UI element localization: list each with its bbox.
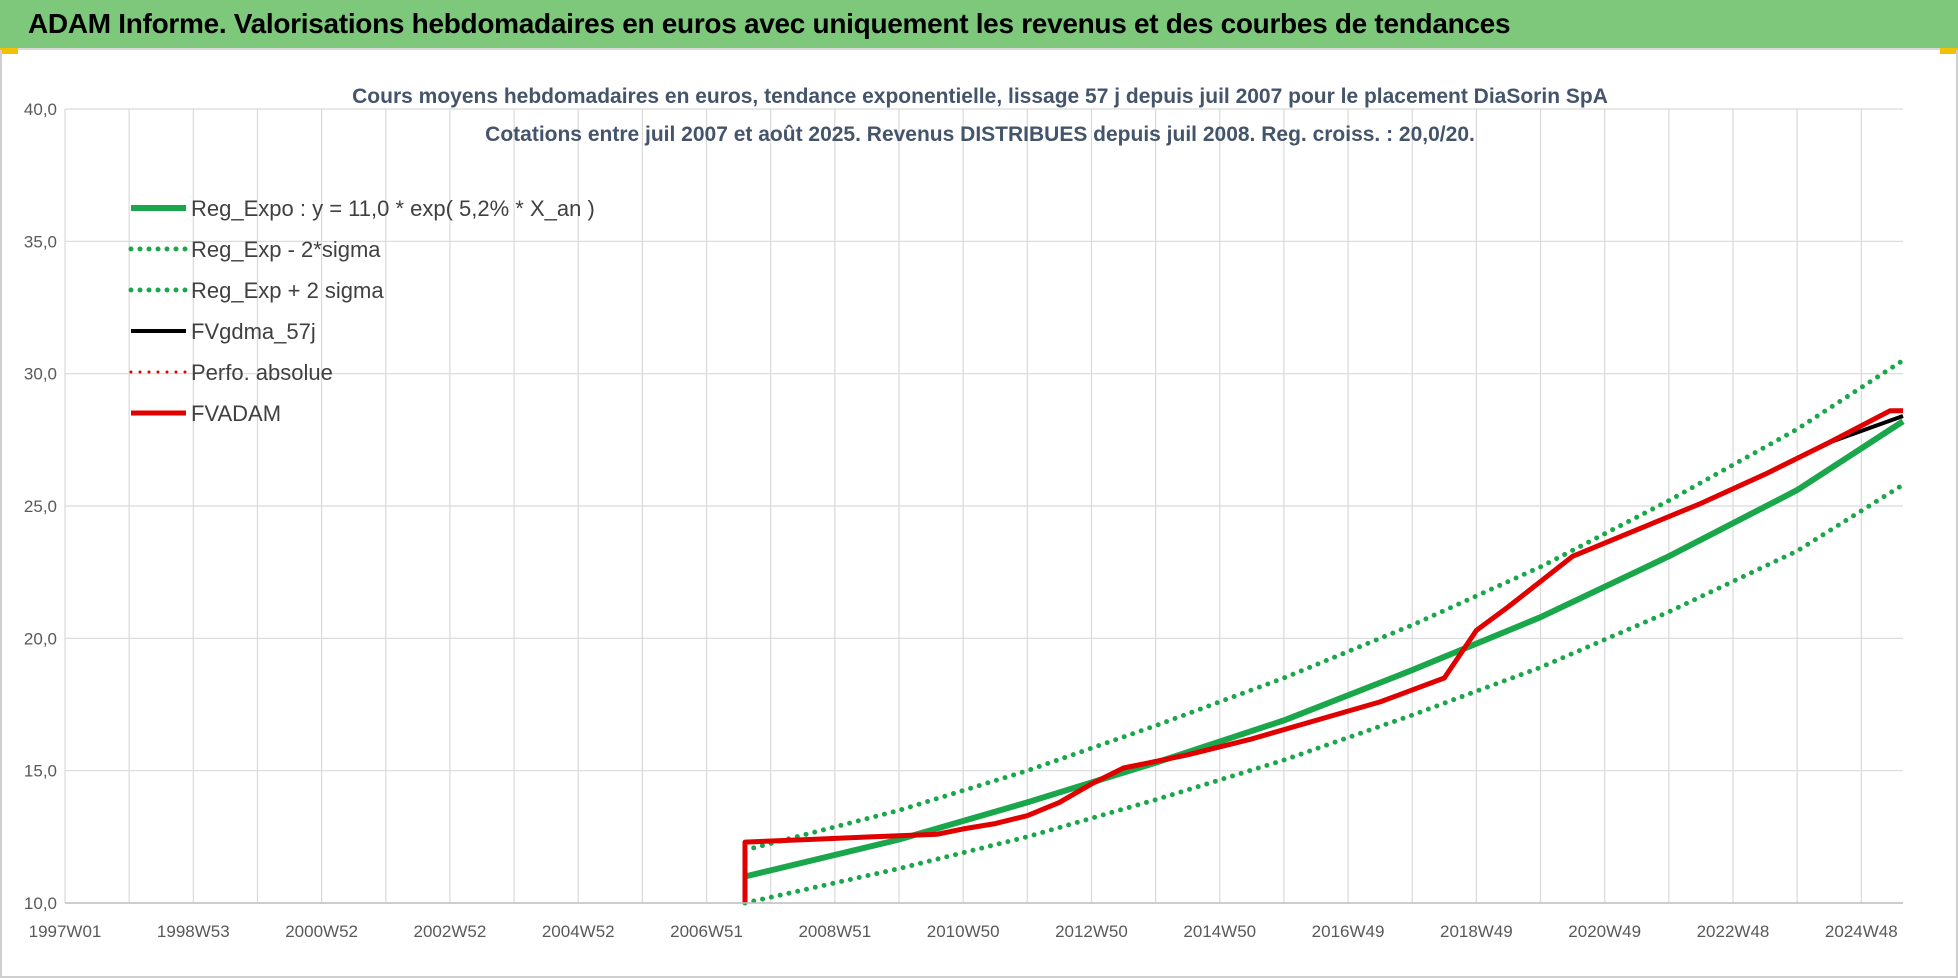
legend-label: Reg_Exp + 2 sigma	[191, 278, 384, 303]
y-tick-label: 40,0	[24, 100, 57, 119]
y-tick-label: 20,0	[24, 629, 57, 648]
chart-frame	[0, 50, 1958, 978]
x-tick-label: 2000W52	[285, 922, 358, 941]
x-tick-label: 2008W51	[798, 922, 871, 941]
series-fvgdma-57j	[744, 414, 1904, 845]
x-tick-label: 2018W49	[1440, 922, 1513, 941]
x-tick-label: 2020W49	[1568, 922, 1641, 941]
legend-label: FVADAM	[191, 401, 281, 426]
x-tick-label: 2010W50	[927, 922, 1000, 941]
report-title: ADAM Informe. Valorisations hebdomadaire…	[28, 8, 1511, 39]
series-reg-exp-2-sigma	[742, 357, 1906, 853]
x-tick-label: 2002W52	[414, 922, 487, 941]
x-tick-label: 2012W50	[1055, 922, 1128, 941]
y-tick-label: 15,0	[24, 762, 57, 781]
corner-marker-left	[0, 48, 18, 54]
y-tick-label: 35,0	[24, 232, 57, 251]
chart-title-line-2: Cotations entre juil 2007 et août 2025. …	[485, 123, 1475, 146]
x-tick-label: 2006W51	[670, 922, 743, 941]
y-tick-label: 10,0	[24, 894, 57, 913]
chart-titles: Cours moyens hebdomadaires en euros, ten…	[352, 85, 1608, 146]
legend-label: FVgdma_57j	[191, 319, 316, 344]
report-header: ADAM Informe. Valorisations hebdomadaire…	[0, 0, 1958, 50]
series-layer	[742, 357, 1906, 906]
x-tick-label: 2016W49	[1312, 922, 1385, 941]
legend-label: Reg_Expo : y = 11,0 * exp( 5,2% * X_an )	[191, 196, 595, 221]
corner-marker-right	[1940, 48, 1958, 54]
x-tick-label: 1998W53	[157, 922, 230, 941]
x-tick-label: 2004W52	[542, 922, 615, 941]
series-reg-exp-2-sigma	[742, 482, 1906, 906]
y-tick-label: 25,0	[24, 497, 57, 516]
legend-label: Reg_Exp - 2*sigma	[191, 237, 381, 262]
x-tick-label: 2024W48	[1825, 922, 1898, 941]
axes: 10,0 15,0 20,0 25,0 30,0 35,0 40,0 1997W01 1998W…	[24, 100, 1903, 941]
x-tick-label: 2022W48	[1697, 922, 1770, 941]
chart-title-line-1: Cours moyens hebdomadaires en euros, ten…	[352, 85, 1608, 108]
legend-label: Perfo. absolue	[191, 360, 333, 385]
grid-lines	[64, 108, 1903, 904]
y-tick-label: 30,0	[24, 365, 57, 384]
x-tick-label: 1997W01	[29, 922, 102, 941]
series-reg-expo-y-11-0-exp-5-2-x-an	[744, 418, 1905, 880]
chart-legend: Reg_Expo : y = 11,0 * exp( 5,2% * X_an )…	[128, 196, 595, 426]
x-tick-label: 2014W50	[1183, 922, 1256, 941]
series-fvadam	[742, 408, 1903, 903]
